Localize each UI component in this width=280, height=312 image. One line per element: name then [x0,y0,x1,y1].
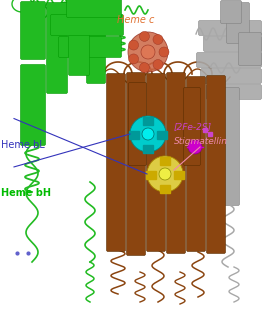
Bar [174,171,184,179]
Text: Heme bH: Heme bH [1,188,52,198]
FancyBboxPatch shape [127,72,146,256]
FancyBboxPatch shape [204,37,262,51]
FancyBboxPatch shape [106,74,125,251]
FancyBboxPatch shape [167,72,185,253]
FancyBboxPatch shape [59,37,122,57]
FancyBboxPatch shape [186,76,206,251]
Bar [160,157,170,165]
Circle shape [188,140,202,154]
FancyBboxPatch shape [129,82,146,165]
Bar [146,171,156,179]
FancyBboxPatch shape [67,0,122,17]
Bar [143,145,153,153]
FancyBboxPatch shape [206,85,262,100]
Text: Heme bL: Heme bL [1,140,45,150]
Bar [129,131,139,139]
Circle shape [129,40,139,50]
FancyBboxPatch shape [20,2,45,60]
Circle shape [147,156,183,192]
FancyBboxPatch shape [200,69,262,84]
Circle shape [159,47,169,57]
Text: [2Fe-2S]: [2Fe-2S] [174,122,212,131]
Text: Stigmatellin: Stigmatellin [174,138,228,146]
FancyBboxPatch shape [46,2,67,94]
Circle shape [153,60,163,70]
Circle shape [128,32,168,72]
Text: Heme c: Heme c [117,15,155,25]
Bar [143,117,153,125]
FancyBboxPatch shape [227,2,249,43]
Bar [160,185,170,193]
FancyBboxPatch shape [87,18,106,84]
Circle shape [159,168,171,180]
FancyBboxPatch shape [50,14,123,36]
FancyBboxPatch shape [69,17,90,76]
Circle shape [139,32,150,41]
FancyBboxPatch shape [20,65,45,145]
FancyBboxPatch shape [183,87,200,165]
FancyBboxPatch shape [218,87,239,206]
Circle shape [139,63,150,73]
FancyBboxPatch shape [146,74,165,251]
FancyBboxPatch shape [221,1,241,23]
FancyBboxPatch shape [197,52,262,67]
Circle shape [129,54,139,64]
Circle shape [141,45,155,59]
FancyBboxPatch shape [206,76,225,253]
Circle shape [142,128,154,140]
Circle shape [153,35,163,45]
FancyBboxPatch shape [239,32,262,66]
FancyBboxPatch shape [199,21,262,36]
Circle shape [130,116,166,152]
Bar [157,131,167,139]
